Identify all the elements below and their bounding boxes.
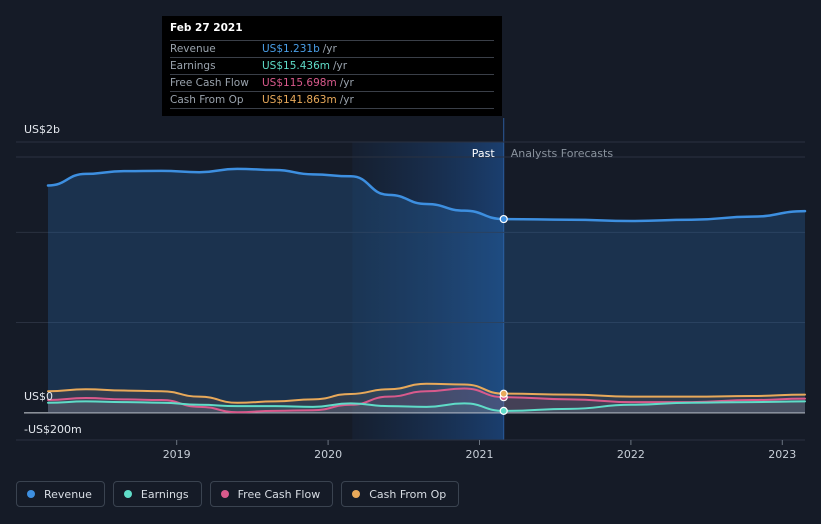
tooltip-unit: /yr (339, 77, 354, 89)
tooltip-label: Earnings (170, 60, 216, 72)
y-label-top: US$2b (24, 123, 60, 136)
x-tick-label: 2023 (768, 448, 796, 461)
tooltip-row-earnings: Earnings US$15.436m /yr (170, 57, 494, 74)
tooltip-value: US$141.863m (262, 94, 337, 106)
forecast-label: Analysts Forecasts (511, 147, 614, 160)
hover-point-earnings (499, 406, 508, 415)
series-line-revenue (46, 167, 807, 223)
tooltip-label: Free Cash Flow (170, 77, 249, 89)
series-area-revenue (48, 168, 805, 413)
chart-legend: Revenue Earnings Free Cash Flow Cash Fro… (16, 481, 460, 509)
legend-label: Free Cash Flow (237, 487, 321, 501)
hover-point-revenue (499, 214, 508, 224)
legend-label: Earnings (140, 487, 189, 501)
series-line-free-cash-flow (47, 387, 806, 414)
legend-dot-icon (352, 490, 361, 498)
tooltip-date: Feb 27 2021 (170, 22, 243, 34)
tooltip-value: US$115.698m (262, 77, 337, 89)
legend-item-cash-from-op[interactable]: Cash From Op (341, 481, 460, 507)
x-tick-label: 2019 (163, 448, 191, 461)
legend-label: Cash From Op (369, 487, 447, 501)
legend-item-free-cash-flow[interactable]: Free Cash Flow (209, 481, 334, 507)
tooltip-value: US$1.231b (262, 43, 320, 55)
tooltip-label: Cash From Op (170, 94, 244, 106)
tooltip-unit: /yr (322, 43, 337, 55)
tooltip-unit: /yr (333, 60, 348, 72)
tooltip-label: Revenue (170, 43, 216, 55)
y-label-bottom: -US$200m (24, 423, 82, 436)
tooltip-row-revenue: Revenue US$1.231b /yr (170, 40, 494, 57)
legend-label: Revenue (44, 487, 92, 501)
tooltip-row-free-cash-flow: Free Cash Flow US$115.698m /yr (170, 74, 494, 91)
legend-item-revenue[interactable]: Revenue (16, 481, 105, 507)
tooltip-value: US$15.436m (262, 60, 330, 72)
legend-dot-icon (27, 490, 35, 498)
past-label: Past (472, 147, 496, 160)
series-line-earnings (47, 400, 806, 412)
legend-dot-icon (123, 490, 132, 498)
chart-tooltip: Feb 27 2021 Revenue US$1.231b /yr Earnin… (162, 16, 502, 116)
x-tick-label: 2022 (617, 448, 645, 461)
tooltip-unit: /yr (339, 94, 354, 106)
tooltip-row-cash-from-op: Cash From Op US$141.863m /yr (170, 91, 494, 109)
legend-item-earnings[interactable]: Earnings (112, 481, 202, 507)
series-line-cash-from-op (47, 382, 806, 404)
series-area-free-cash-flow (48, 388, 805, 413)
hover-point-cash-from-op (499, 389, 508, 398)
x-tick-label: 2020 (314, 448, 342, 461)
legend-dot-icon (220, 490, 229, 498)
y-label-zero: US$0 (24, 390, 53, 403)
x-tick-label: 2021 (465, 448, 493, 461)
